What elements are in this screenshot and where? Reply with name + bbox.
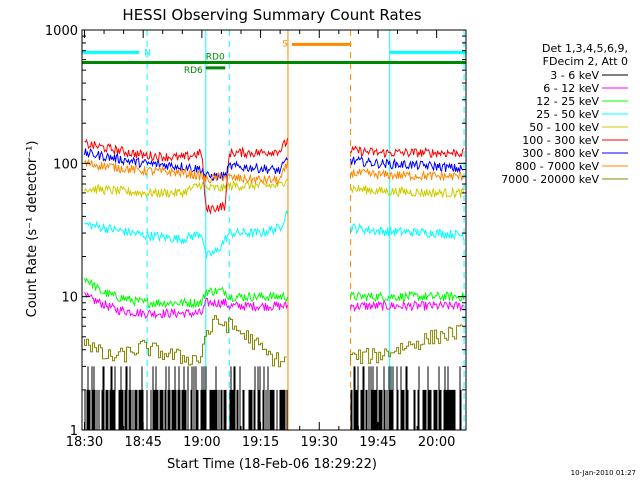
series-7: [84, 158, 464, 186]
series-6: [84, 148, 464, 181]
x-tick-label-0: 18:30: [66, 435, 103, 450]
flag-label-2: S: [282, 39, 288, 49]
legend-label-6: 300 - 800 keV: [522, 147, 599, 160]
x-tick-label-4: 19:30: [301, 435, 338, 450]
footer-timestamp: 10-Jan-2010 01:27: [571, 469, 636, 477]
series-7-segment-1: [350, 167, 464, 182]
y-tick-label-1: 10: [61, 291, 78, 306]
y-tick-label-3: 1000: [45, 24, 78, 39]
series-5-segment-0: [84, 138, 288, 215]
y-axis-label: Count Rate (s⁻¹ detector⁻¹): [25, 141, 40, 318]
series-4-segment-0: [84, 178, 288, 199]
series-1-segment-0: [84, 291, 288, 320]
series-1-segment-1: [350, 300, 464, 313]
series-0: [84, 366, 462, 430]
x-axis-label: Start Time (18-Feb-06 18:29:22): [167, 457, 377, 472]
series-8: [84, 315, 463, 368]
series-5-segment-1: [350, 145, 465, 158]
vertical-marker-lines: [81, 30, 465, 430]
y-tick-label-2: 100: [53, 157, 78, 172]
legend-label-5: 100 - 300 keV: [522, 134, 599, 147]
legend-header-0: Det 1,3,4,5,6,9,: [542, 42, 628, 55]
flag-label-4: RD6: [184, 66, 203, 76]
series-8-segment-0: [84, 315, 287, 368]
legend-label-1: 6 - 12 keV: [543, 82, 599, 95]
x-tick-label-2: 19:00: [183, 435, 220, 450]
series-6-segment-0: [84, 148, 288, 181]
x-tick-label-5: 19:45: [359, 435, 396, 450]
series-4-segment-1: [350, 185, 465, 199]
x-tick-label-1: 18:45: [124, 435, 161, 450]
axis-ticks: 18:30 18:45 19:00 19:15 19:30 19:45 20:00 1 10 10…: [45, 24, 466, 450]
x-tick-label-6: 20:00: [418, 435, 455, 450]
legend-label-3: 25 - 50 keV: [536, 108, 599, 121]
series-1: [84, 291, 464, 320]
flag-label-3: RD0: [206, 53, 225, 63]
series-2-segment-0: [84, 277, 288, 309]
series-0-segment-0: [84, 366, 288, 430]
x-tick-label-3: 19:15: [242, 435, 279, 450]
series-8-segment-1: [350, 324, 463, 364]
chart-title: HESSI Observing Summary Count Rates: [122, 6, 421, 24]
series-layer: [84, 138, 465, 430]
legend-label-4: 50 - 100 keV: [529, 121, 599, 134]
legend-header-1: FDecim 2, Att 0: [543, 55, 628, 68]
series-5: [84, 138, 465, 215]
series-3: [84, 210, 465, 259]
flag-label-0: N: [144, 48, 151, 58]
legend: Det 1,3,4,5,6,9,FDecim 2, Att 03 - 6 keV…: [501, 42, 628, 186]
series-7-segment-0: [84, 158, 288, 186]
legend-label-2: 12 - 25 keV: [536, 95, 599, 108]
plot-frame: [81, 29, 467, 431]
y-tick-label-0: 1: [70, 424, 78, 439]
legend-label-7: 800 - 7000 keV: [515, 160, 599, 173]
series-6-segment-1: [350, 155, 464, 174]
series-4: [84, 178, 465, 199]
series-3-segment-0: [84, 210, 288, 259]
series-2: [84, 277, 465, 309]
legend-label-8: 7000 - 20000 keV: [501, 173, 599, 186]
legend-label-0: 3 - 6 keV: [550, 69, 599, 82]
series-0-segment-1: [350, 366, 462, 430]
series-2-segment-1: [350, 290, 465, 303]
series-3-segment-1: [350, 222, 465, 241]
